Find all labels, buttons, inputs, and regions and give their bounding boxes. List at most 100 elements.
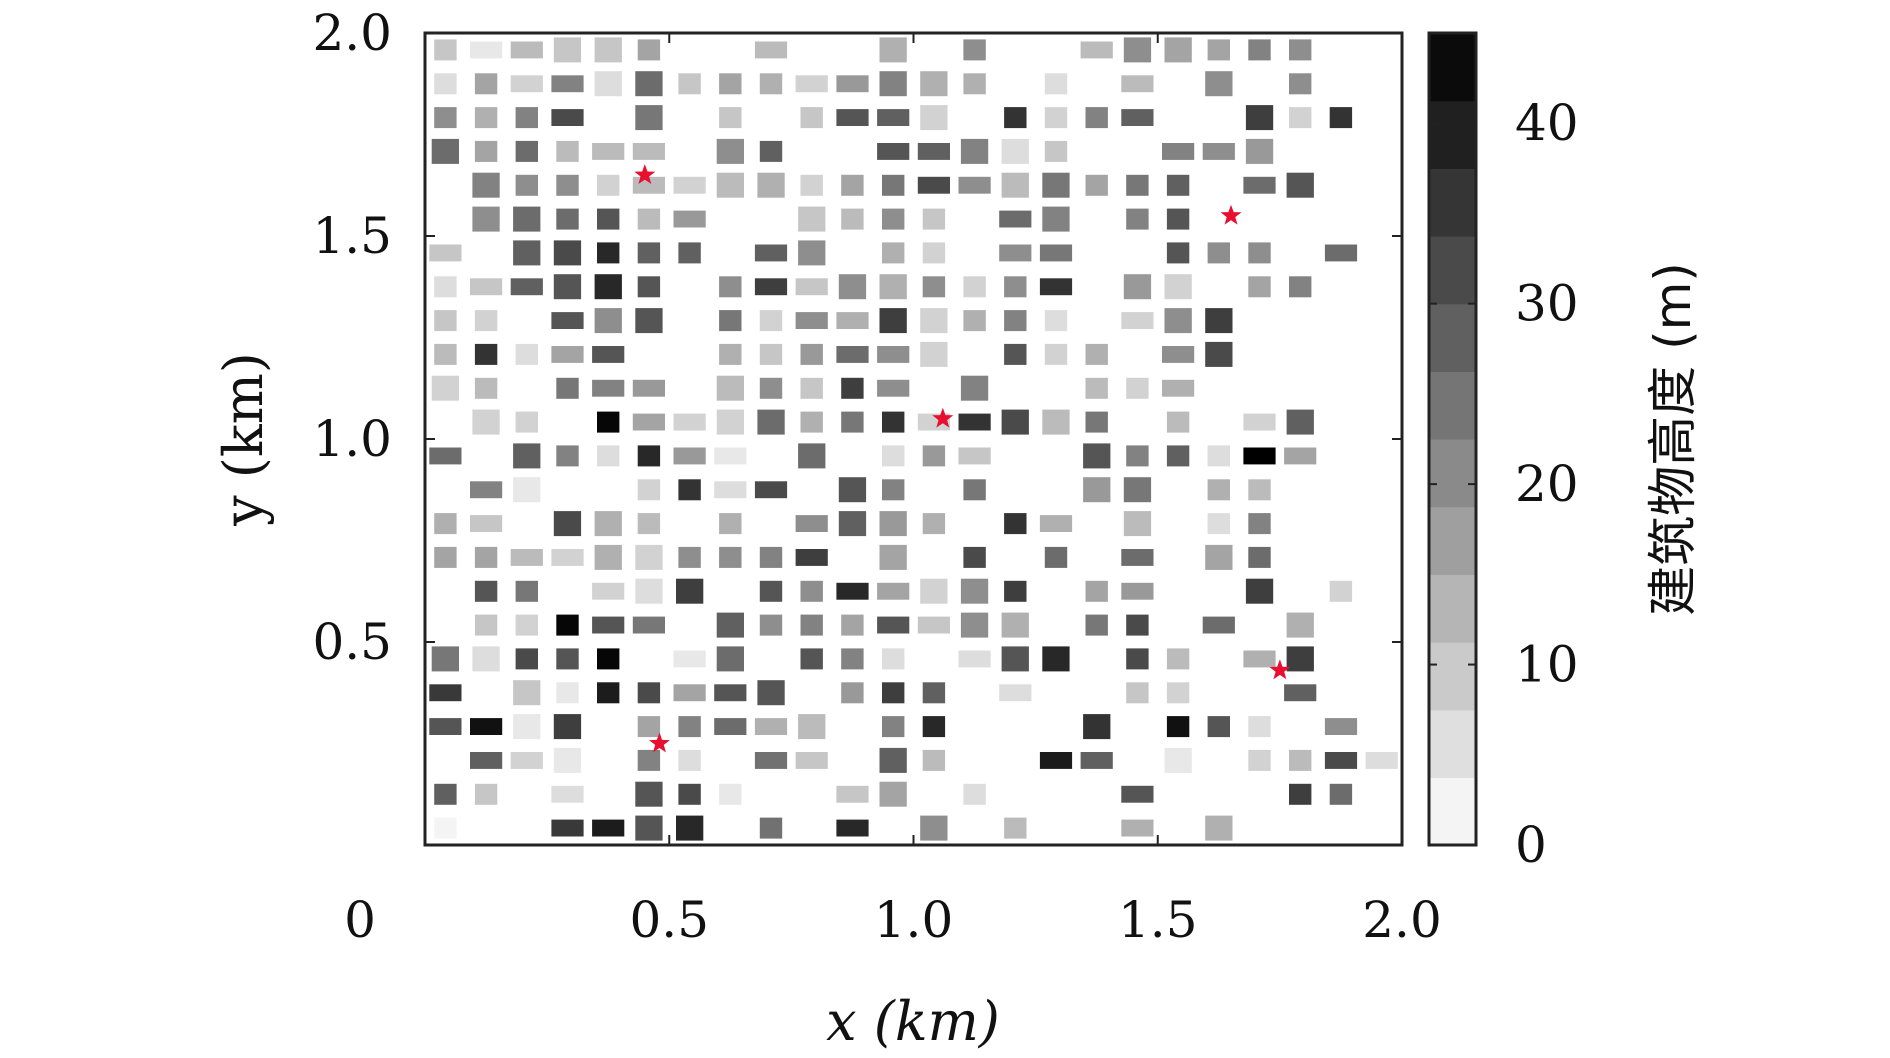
building-cell [551,549,584,566]
building-cell [434,39,457,61]
building-cell [1126,445,1149,467]
building-cell [877,109,910,126]
building-cell [678,242,701,264]
building-cell [1123,477,1152,503]
x-axis-label: x (km) [826,990,1000,1053]
building-cell [635,71,663,97]
building-cell [1126,174,1149,196]
building-cell [635,105,663,131]
building-cell [917,616,950,634]
building-cell [1248,276,1271,298]
building-cell [1289,107,1312,129]
building-cell [920,578,948,604]
building-cell [879,37,907,63]
building-cell [716,172,744,198]
building-cell [757,172,785,198]
building-cell [716,646,744,672]
building-cell [472,172,500,198]
building-cell [1001,612,1029,638]
building-cell [515,614,538,636]
building-cell [553,37,582,63]
building-cell [510,278,543,296]
colorbar-band [1429,777,1476,846]
building-cell [719,276,742,298]
building-cell [798,240,826,266]
building-cell [759,614,783,636]
colorbar-band [1429,236,1476,305]
building-cell [879,274,907,300]
colorbar-band [1429,439,1476,508]
y-tick-label: 1.5 [312,207,392,265]
colorbar-band [1429,168,1476,237]
building-cell [841,682,864,704]
building-cell [759,817,783,839]
building-cell [1245,138,1274,164]
building-cell [963,39,986,61]
building-cell [877,143,910,160]
building-cell [431,375,459,401]
building-cell [1286,409,1314,435]
building-cell [1164,747,1192,773]
colorbar-tick-label: 20 [1515,455,1579,513]
building-cell [1126,377,1149,399]
building-cell [719,546,742,568]
building-cell [922,682,946,704]
building-cell [676,578,704,604]
ticks-layer: 0 0.5 1.0 1.5 2.0 0.5 1.0 1.5 2.0 [312,4,1441,949]
markers-layer [634,164,1291,753]
colorbar-band [1429,33,1476,102]
colorbar-band [1429,642,1476,711]
x-tick-label: 1.5 [1118,891,1198,949]
building-cell [1042,206,1070,232]
building-cell [877,379,910,397]
building-cell [597,445,620,467]
building-cell [1248,513,1271,535]
building-cell [958,447,991,465]
building-cell [836,819,869,837]
building-cell [800,107,823,129]
star-marker [1269,659,1291,680]
star-marker [634,164,656,184]
building-cell [879,511,907,537]
star-marker [1220,204,1242,225]
building-cell [754,244,788,262]
building-cell [754,718,788,735]
building-cell [510,549,543,566]
building-cell [470,752,503,769]
building-cell [757,680,785,706]
building-cell [1121,819,1154,837]
building-cell [632,143,665,160]
building-cell [1121,582,1154,600]
building-cell [879,747,907,773]
building-cell [1126,208,1149,230]
building-cell [673,176,706,194]
building-cell [472,646,500,672]
building-cell [1121,75,1154,93]
building-cell [434,546,457,568]
building-cell [719,783,742,805]
building-cell [754,752,788,769]
building-cell [1289,73,1312,95]
building-cell [716,138,744,164]
building-cell [1001,646,1029,672]
building-cell [1205,815,1233,841]
building-cell [879,544,907,570]
building-cell [1202,616,1235,634]
building-cell [434,310,457,332]
building-cell [1243,650,1276,668]
building-cell [556,682,579,704]
building-cell [637,208,661,230]
building-cell [434,817,457,839]
building-cell [1039,278,1073,296]
building-cell [1083,477,1111,503]
building-cell [678,716,701,738]
building-cell [800,377,823,399]
building-cell [1042,646,1070,672]
building-cell [1126,682,1149,704]
building-cell [1164,37,1192,63]
building-cell [1085,377,1108,399]
building-cell [429,684,462,702]
building-cell [1245,105,1274,131]
building-cell [1286,612,1314,638]
